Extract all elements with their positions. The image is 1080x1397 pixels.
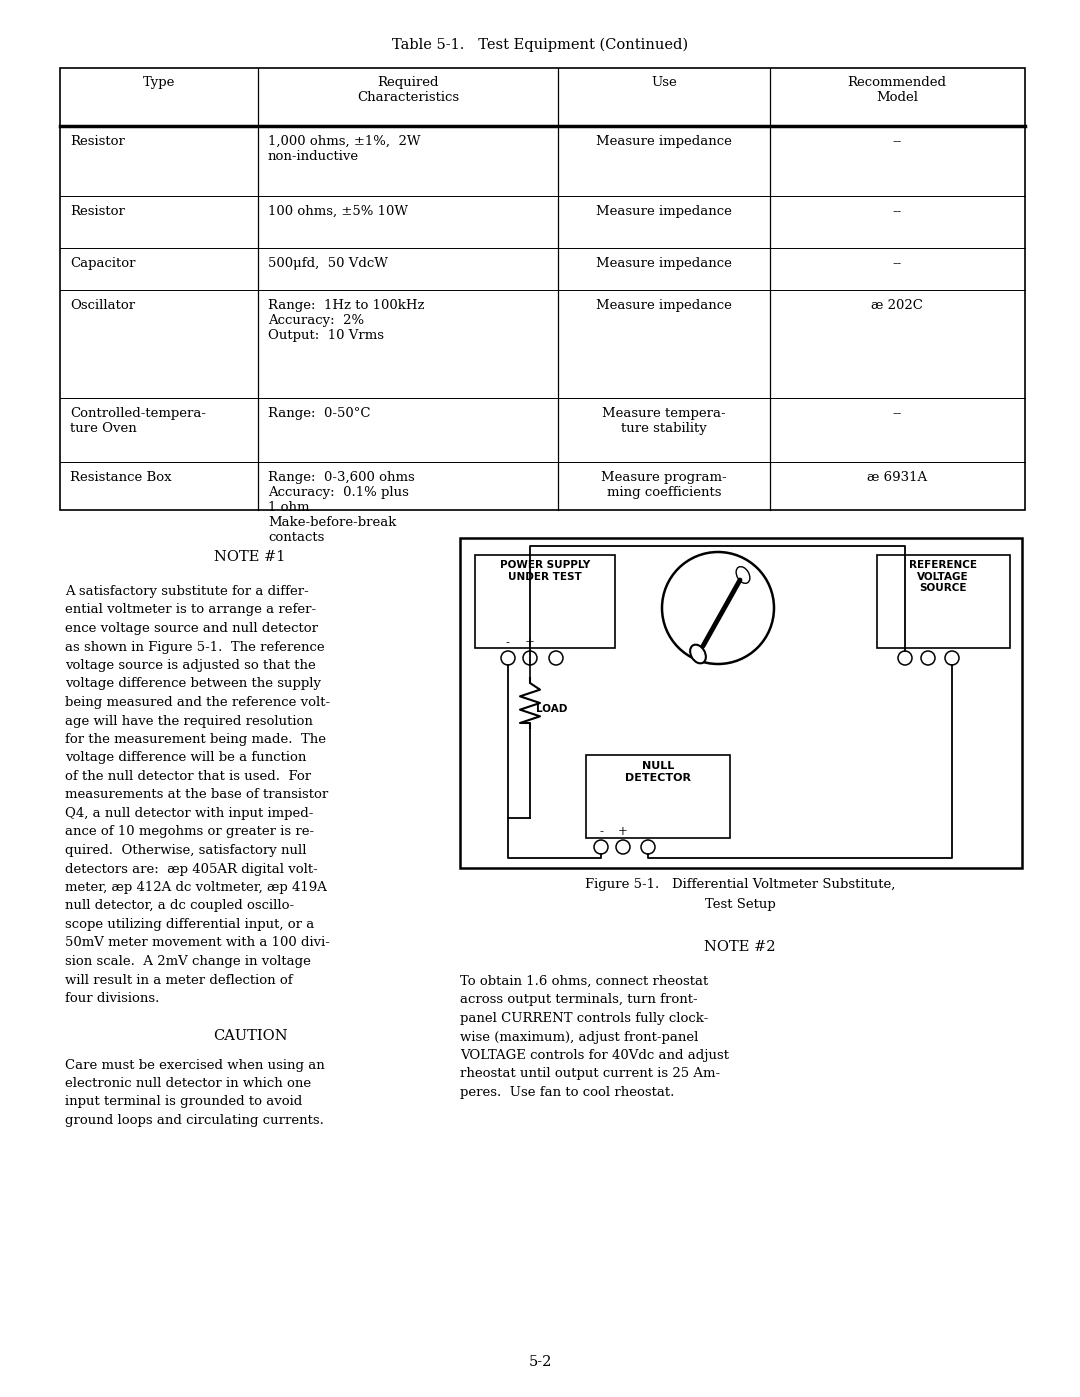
Text: Care must be exercised when using an: Care must be exercised when using an <box>65 1059 325 1071</box>
Text: Required
Characteristics: Required Characteristics <box>356 75 459 103</box>
Text: voltage source is adjusted so that the: voltage source is adjusted so that the <box>65 659 315 672</box>
Text: NOTE #1: NOTE #1 <box>214 550 286 564</box>
Text: as shown in Figure 5-1.  The reference: as shown in Figure 5-1. The reference <box>65 640 325 654</box>
Text: voltage difference will be a function: voltage difference will be a function <box>65 752 307 764</box>
Text: sion scale.  A 2mV change in voltage: sion scale. A 2mV change in voltage <box>65 956 311 968</box>
Text: 1,000 ohms, ±1%,  2W
non-inductive: 1,000 ohms, ±1%, 2W non-inductive <box>268 136 420 163</box>
Text: Oscillator: Oscillator <box>70 299 135 312</box>
Text: voltage difference between the supply: voltage difference between the supply <box>65 678 321 690</box>
Ellipse shape <box>690 644 706 664</box>
Text: Recommended
Model: Recommended Model <box>848 75 946 103</box>
Text: Measure tempera-
ture stability: Measure tempera- ture stability <box>603 407 726 434</box>
Text: quired.  Otherwise, satisfactory null: quired. Otherwise, satisfactory null <box>65 844 307 856</box>
Text: A satisfactory substitute for a differ-: A satisfactory substitute for a differ- <box>65 585 309 598</box>
Text: measurements at the base of transistor: measurements at the base of transistor <box>65 788 328 802</box>
Text: æ 202C: æ 202C <box>872 299 923 312</box>
Text: +: + <box>618 826 627 838</box>
Text: electronic null detector in which one: electronic null detector in which one <box>65 1077 311 1090</box>
Text: REFERENCE
VOLTAGE
SOURCE: REFERENCE VOLTAGE SOURCE <box>909 560 977 594</box>
Text: Q4, a null detector with input imped-: Q4, a null detector with input imped- <box>65 807 313 820</box>
Text: null detector, a dc coupled oscillo-: null detector, a dc coupled oscillo- <box>65 900 294 912</box>
Text: ential voltmeter is to arrange a refer-: ential voltmeter is to arrange a refer- <box>65 604 316 616</box>
Text: CAUTION: CAUTION <box>213 1028 287 1042</box>
Text: age will have the required resolution: age will have the required resolution <box>65 714 313 728</box>
Text: ence voltage source and null detector: ence voltage source and null detector <box>65 622 318 636</box>
Bar <box>877 555 1010 648</box>
Text: of the null detector that is used.  For: of the null detector that is used. For <box>65 770 311 782</box>
Text: VOLTAGE controls for 40Vdc and adjust: VOLTAGE controls for 40Vdc and adjust <box>460 1049 729 1062</box>
Text: 5-2: 5-2 <box>528 1355 552 1369</box>
Bar <box>60 68 1025 510</box>
Text: ground loops and circulating currents.: ground loops and circulating currents. <box>65 1113 324 1127</box>
Text: Measure impedance: Measure impedance <box>596 136 732 148</box>
Text: Table 5-1.   Test Equipment (Continued): Table 5-1. Test Equipment (Continued) <box>392 38 688 53</box>
Text: Resistor: Resistor <box>70 136 125 148</box>
Text: detectors are:  æp 405AR digital volt-: detectors are: æp 405AR digital volt- <box>65 862 318 876</box>
Text: scope utilizing differential input, or a: scope utilizing differential input, or a <box>65 918 314 930</box>
Text: being measured and the reference volt-: being measured and the reference volt- <box>65 696 330 710</box>
Text: æ 6931A: æ 6931A <box>867 471 927 483</box>
Text: ance of 10 megohms or greater is re-: ance of 10 megohms or greater is re- <box>65 826 314 838</box>
Text: four divisions.: four divisions. <box>65 992 160 1004</box>
Text: Use: Use <box>651 75 677 89</box>
Text: for the measurement being made.  The: for the measurement being made. The <box>65 733 326 746</box>
Bar <box>460 538 1022 868</box>
Text: 500μfd,  50 VdcW: 500μfd, 50 VdcW <box>268 257 388 270</box>
Text: 100 ohms, ±5% 10W: 100 ohms, ±5% 10W <box>268 205 408 218</box>
Text: Measure impedance: Measure impedance <box>596 257 732 270</box>
Text: Resistance Box: Resistance Box <box>70 471 172 483</box>
Text: --: -- <box>892 205 902 218</box>
Text: Test Setup: Test Setup <box>704 898 775 911</box>
Text: --: -- <box>892 407 902 420</box>
Text: POWER SUPPLY
UNDER TEST: POWER SUPPLY UNDER TEST <box>500 560 590 581</box>
Text: NULL
DETECTOR: NULL DETECTOR <box>625 761 691 782</box>
Text: Resistor: Resistor <box>70 205 125 218</box>
Ellipse shape <box>737 567 750 584</box>
Text: Measure impedance: Measure impedance <box>596 205 732 218</box>
Text: peres.  Use fan to cool rheostat.: peres. Use fan to cool rheostat. <box>460 1085 674 1099</box>
Text: To obtain 1.6 ohms, connect rheostat: To obtain 1.6 ohms, connect rheostat <box>460 975 708 988</box>
Text: +: + <box>525 636 535 650</box>
Text: Figure 5-1.   Differential Voltmeter Substitute,: Figure 5-1. Differential Voltmeter Subst… <box>584 877 895 891</box>
Text: Capacitor: Capacitor <box>70 257 135 270</box>
Text: Type: Type <box>143 75 175 89</box>
Bar <box>586 754 730 838</box>
Text: Range:  0-3,600 ohms
Accuracy:  0.1% plus
1 ohm
Make-before-break
contacts: Range: 0-3,600 ohms Accuracy: 0.1% plus … <box>268 471 415 543</box>
Text: wise (maximum), adjust front-panel: wise (maximum), adjust front-panel <box>460 1031 699 1044</box>
Text: rheostat until output current is 25 Am-: rheostat until output current is 25 Am- <box>460 1067 720 1080</box>
Text: NOTE #2: NOTE #2 <box>704 940 775 954</box>
Text: --: -- <box>892 136 902 148</box>
Text: -: - <box>599 826 603 838</box>
Text: Range:  0-50°C: Range: 0-50°C <box>268 407 370 420</box>
Text: input terminal is grounded to avoid: input terminal is grounded to avoid <box>65 1095 302 1108</box>
Text: 50mV meter movement with a 100 divi-: 50mV meter movement with a 100 divi- <box>65 936 329 950</box>
Text: Measure program-
ming coefficients: Measure program- ming coefficients <box>602 471 727 499</box>
Text: Measure impedance: Measure impedance <box>596 299 732 312</box>
Text: meter, æp 412A dc voltmeter, æp 419A: meter, æp 412A dc voltmeter, æp 419A <box>65 882 327 894</box>
Text: Controlled-tempera-
ture Oven: Controlled-tempera- ture Oven <box>70 407 206 434</box>
Text: across output terminals, turn front-: across output terminals, turn front- <box>460 993 698 1006</box>
Text: panel CURRENT controls fully clock-: panel CURRENT controls fully clock- <box>460 1011 708 1025</box>
Text: --: -- <box>892 257 902 270</box>
Text: will result in a meter deflection of: will result in a meter deflection of <box>65 974 293 986</box>
Text: Range:  1Hz to 100kHz
Accuracy:  2%
Output:  10 Vrms: Range: 1Hz to 100kHz Accuracy: 2% Output… <box>268 299 424 342</box>
Text: -: - <box>507 636 510 650</box>
Bar <box>475 555 615 648</box>
Text: LOAD: LOAD <box>536 704 567 714</box>
